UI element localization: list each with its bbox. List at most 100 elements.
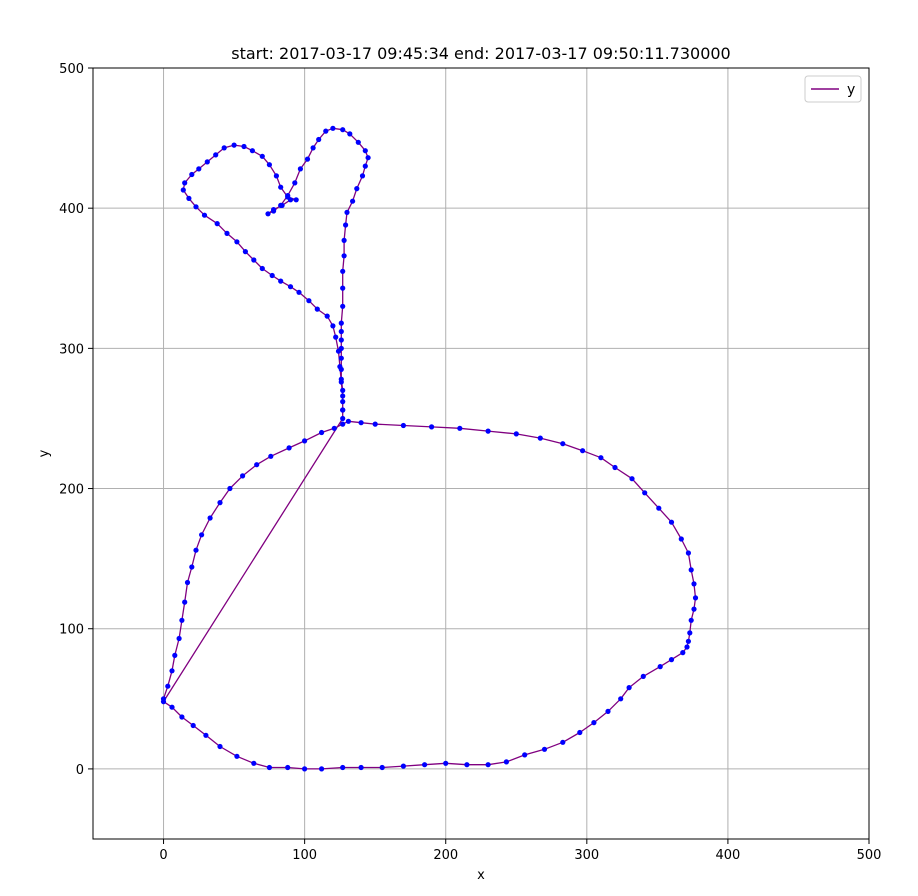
- data-point: [330, 125, 336, 131]
- data-point: [333, 334, 339, 340]
- data-point: [338, 328, 344, 335]
- data-point: [254, 462, 260, 468]
- data-point: [279, 202, 285, 208]
- data-point: [204, 159, 210, 165]
- data-point: [176, 635, 182, 642]
- data-point: [358, 764, 364, 771]
- data-point: [537, 435, 543, 441]
- data-point: [338, 320, 344, 326]
- data-point: [680, 650, 686, 656]
- data-point: [278, 184, 284, 190]
- data-point: [340, 399, 346, 405]
- data-point: [362, 163, 368, 169]
- data-point: [580, 448, 586, 454]
- data-point: [503, 759, 509, 765]
- data-point: [193, 204, 199, 210]
- chart-title: start: 2017-03-17 09:45:34 end: 2017-03-…: [231, 44, 730, 63]
- data-point: [691, 581, 697, 587]
- y-axis-label: y: [37, 449, 52, 457]
- data-point: [340, 415, 346, 422]
- data-point: [234, 239, 240, 245]
- data-point: [186, 195, 192, 201]
- data-point: [169, 704, 175, 710]
- x-tick-label: 400: [715, 848, 740, 863]
- data-point: [485, 762, 491, 768]
- data-point: [347, 131, 353, 137]
- y-tick-label: 400: [59, 202, 84, 217]
- data-point: [265, 211, 271, 217]
- data-point: [522, 752, 528, 758]
- data-point: [618, 696, 624, 702]
- data-point: [457, 425, 463, 431]
- data-point: [358, 420, 364, 426]
- x-axis-label: x: [477, 868, 485, 883]
- data-point: [169, 668, 175, 674]
- y-tick-label: 300: [59, 342, 84, 357]
- data-point: [626, 685, 632, 691]
- data-point: [286, 445, 292, 451]
- data-point: [668, 657, 675, 663]
- data-point: [273, 173, 279, 179]
- data-point: [278, 278, 284, 284]
- data-point: [217, 743, 223, 750]
- data-point: [400, 422, 406, 429]
- data-point: [688, 617, 694, 623]
- data-point: [340, 387, 346, 393]
- data-point: [193, 547, 199, 553]
- data-point: [691, 606, 697, 612]
- data-point: [269, 272, 275, 279]
- data-point: [687, 630, 693, 636]
- data-layer: [160, 125, 699, 772]
- data-point: [464, 762, 470, 768]
- data-point: [355, 139, 361, 145]
- data-point: [688, 567, 694, 573]
- data-point: [287, 284, 294, 290]
- data-point: [684, 644, 690, 650]
- data-point: [340, 285, 346, 291]
- x-tick-label: 0: [159, 848, 167, 863]
- data-point: [340, 268, 346, 274]
- data-point: [319, 429, 325, 436]
- data-point: [372, 421, 378, 427]
- data-point: [302, 438, 308, 444]
- data-point: [335, 348, 342, 354]
- x-tick-label: 200: [433, 848, 458, 863]
- data-point: [203, 732, 209, 738]
- data-point: [340, 127, 346, 133]
- data-point: [379, 764, 385, 771]
- data-point: [259, 153, 265, 159]
- data-point: [314, 306, 320, 312]
- data-point: [605, 708, 611, 715]
- data-point: [324, 313, 330, 319]
- data-point: [344, 209, 350, 215]
- data-point: [341, 237, 347, 243]
- data-point: [359, 173, 366, 179]
- data-point: [331, 425, 337, 431]
- data-point: [268, 453, 274, 459]
- data-point: [685, 550, 692, 556]
- data-point: [345, 418, 351, 424]
- data-point: [340, 764, 346, 771]
- y-tick-label: 200: [59, 483, 84, 498]
- data-point: [293, 197, 299, 203]
- data-point: [207, 515, 213, 521]
- data-point: [338, 337, 344, 343]
- data-point: [354, 186, 360, 192]
- data-point: [560, 441, 566, 447]
- data-point: [640, 673, 646, 680]
- data-point: [365, 155, 371, 161]
- data-point: [485, 428, 491, 434]
- data-point: [297, 166, 303, 172]
- data-point: [629, 476, 635, 482]
- data-point: [251, 760, 257, 766]
- data-point: [227, 485, 233, 492]
- data-point: [656, 505, 662, 511]
- data-point: [362, 148, 368, 154]
- data-point: [340, 393, 346, 399]
- data-point: [340, 421, 346, 427]
- data-point: [266, 162, 272, 168]
- data-point: [310, 145, 316, 151]
- data-point: [180, 187, 186, 193]
